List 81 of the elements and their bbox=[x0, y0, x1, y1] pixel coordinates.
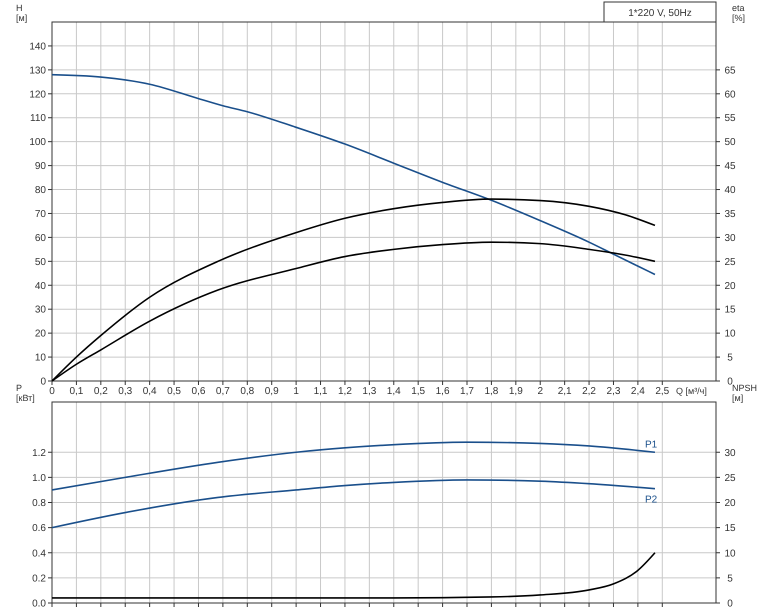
y2-tick-label: 30 bbox=[724, 232, 736, 244]
x-tick-label: 1,5 bbox=[411, 386, 426, 397]
y2-tick-label: 40 bbox=[724, 185, 736, 196]
y2-axis-title: eta [%] bbox=[732, 3, 746, 23]
y2-tick-label: 65 bbox=[724, 65, 736, 76]
y-tick-label: 30 bbox=[34, 304, 46, 316]
x-tick-label: 1,4 bbox=[386, 386, 402, 397]
y-tick-label: 70 bbox=[34, 208, 46, 220]
y-tick-label: 140 bbox=[29, 41, 46, 52]
x-tick-label: 1,2 bbox=[338, 386, 352, 397]
y-tick-label: 10 bbox=[34, 352, 46, 364]
y-tick-label: 40 bbox=[34, 280, 46, 292]
x-tick-label: 1,3 bbox=[362, 386, 377, 397]
x-tick-label: 2,2 bbox=[582, 386, 596, 397]
y2-tick-label: 15 bbox=[724, 523, 736, 534]
y2-tick-label: 5 bbox=[727, 573, 734, 584]
x-tick-label: 0,9 bbox=[264, 386, 280, 397]
x-tick-label: 2,1 bbox=[558, 386, 572, 397]
y-tick-label: 0.2 bbox=[32, 573, 46, 584]
x-tick-label: 1 bbox=[293, 386, 300, 397]
x-tick-label: 0,7 bbox=[216, 386, 230, 397]
y2-tick-label: 15 bbox=[724, 304, 736, 316]
y-tick-label: 0.6 bbox=[32, 523, 46, 534]
y-tick-label: 120 bbox=[29, 89, 46, 100]
y2-tick-label: 25 bbox=[724, 256, 736, 268]
y2-tick-label: 10 bbox=[724, 548, 736, 560]
x-tick-label: 0,4 bbox=[142, 386, 158, 397]
x-tick-label: 0,3 bbox=[118, 386, 133, 397]
y2-tick-label: 30 bbox=[724, 448, 736, 459]
y-axis-title: P [кВт] bbox=[16, 383, 35, 403]
x-tick-label: 0,6 bbox=[192, 386, 206, 397]
y2-tick-label: 0 bbox=[727, 598, 734, 610]
y2-tick-label: 50 bbox=[724, 137, 736, 148]
series-label: P2 bbox=[644, 494, 658, 506]
y-tick-label: 0 bbox=[40, 376, 46, 388]
line-series bbox=[51, 441, 656, 491]
x-tick-label: 0,8 bbox=[240, 386, 255, 397]
y2-tick-label: 45 bbox=[724, 161, 736, 172]
y-tick-label: 50 bbox=[34, 256, 46, 268]
line-series bbox=[51, 479, 656, 528]
line-series bbox=[51, 74, 656, 276]
x-tick-label: 2 bbox=[537, 386, 544, 397]
y-tick-label: 130 bbox=[29, 65, 46, 76]
y2-tick-label: 20 bbox=[724, 280, 736, 292]
chart-title: 1*220 V, 50Hz bbox=[628, 8, 692, 19]
x-tick-label: 0,2 bbox=[94, 386, 108, 397]
x-axis-title: Q [м³/ч] bbox=[676, 386, 707, 396]
y-tick-label: 80 bbox=[34, 185, 46, 196]
series-label: P1 bbox=[644, 439, 658, 450]
y2-tick-label: 55 bbox=[724, 113, 736, 124]
y2-tick-label: 35 bbox=[724, 208, 736, 220]
y-tick-label: 1.0 bbox=[32, 472, 46, 484]
y-tick-label: 1.2 bbox=[32, 448, 46, 459]
y2-axis-title: NPSH [м] bbox=[732, 383, 758, 403]
x-tick-label: 1,6 bbox=[436, 386, 450, 397]
x-tick-label: 1,9 bbox=[508, 386, 524, 397]
x-tick-label: 2,3 bbox=[606, 386, 621, 397]
y-tick-label: 60 bbox=[34, 232, 46, 244]
line-series bbox=[51, 552, 656, 599]
x-tick-label: 1,7 bbox=[460, 386, 474, 397]
y2-tick-label: 60 bbox=[724, 89, 736, 100]
y-tick-label: 90 bbox=[34, 161, 46, 172]
y-tick-label: 0.4 bbox=[32, 548, 46, 560]
y2-tick-label: 0 bbox=[727, 376, 734, 388]
x-tick-label: 2,4 bbox=[630, 386, 646, 397]
x-tick-label: 2,5 bbox=[655, 386, 670, 397]
y-tick-label: 100 bbox=[29, 137, 46, 148]
y2-tick-label: 25 bbox=[724, 472, 736, 484]
x-tick-label: 1,8 bbox=[484, 386, 499, 397]
y-tick-label: 0.8 bbox=[32, 498, 46, 509]
y2-tick-label: 5 bbox=[727, 352, 734, 364]
x-tick-label: 0,5 bbox=[167, 386, 182, 397]
y-tick-label: 110 bbox=[30, 113, 46, 124]
x-tick-label: 0,1 bbox=[69, 386, 84, 397]
x-tick-label: 0 bbox=[49, 386, 56, 397]
y-axis-title: H [м] bbox=[16, 3, 28, 23]
y2-tick-label: 10 bbox=[724, 328, 736, 340]
y-tick-label: 20 bbox=[34, 328, 46, 340]
y-tick-label: 0.0 bbox=[32, 598, 46, 610]
x-tick-label: 1,1 bbox=[314, 386, 328, 397]
y2-tick-label: 20 bbox=[724, 498, 736, 509]
